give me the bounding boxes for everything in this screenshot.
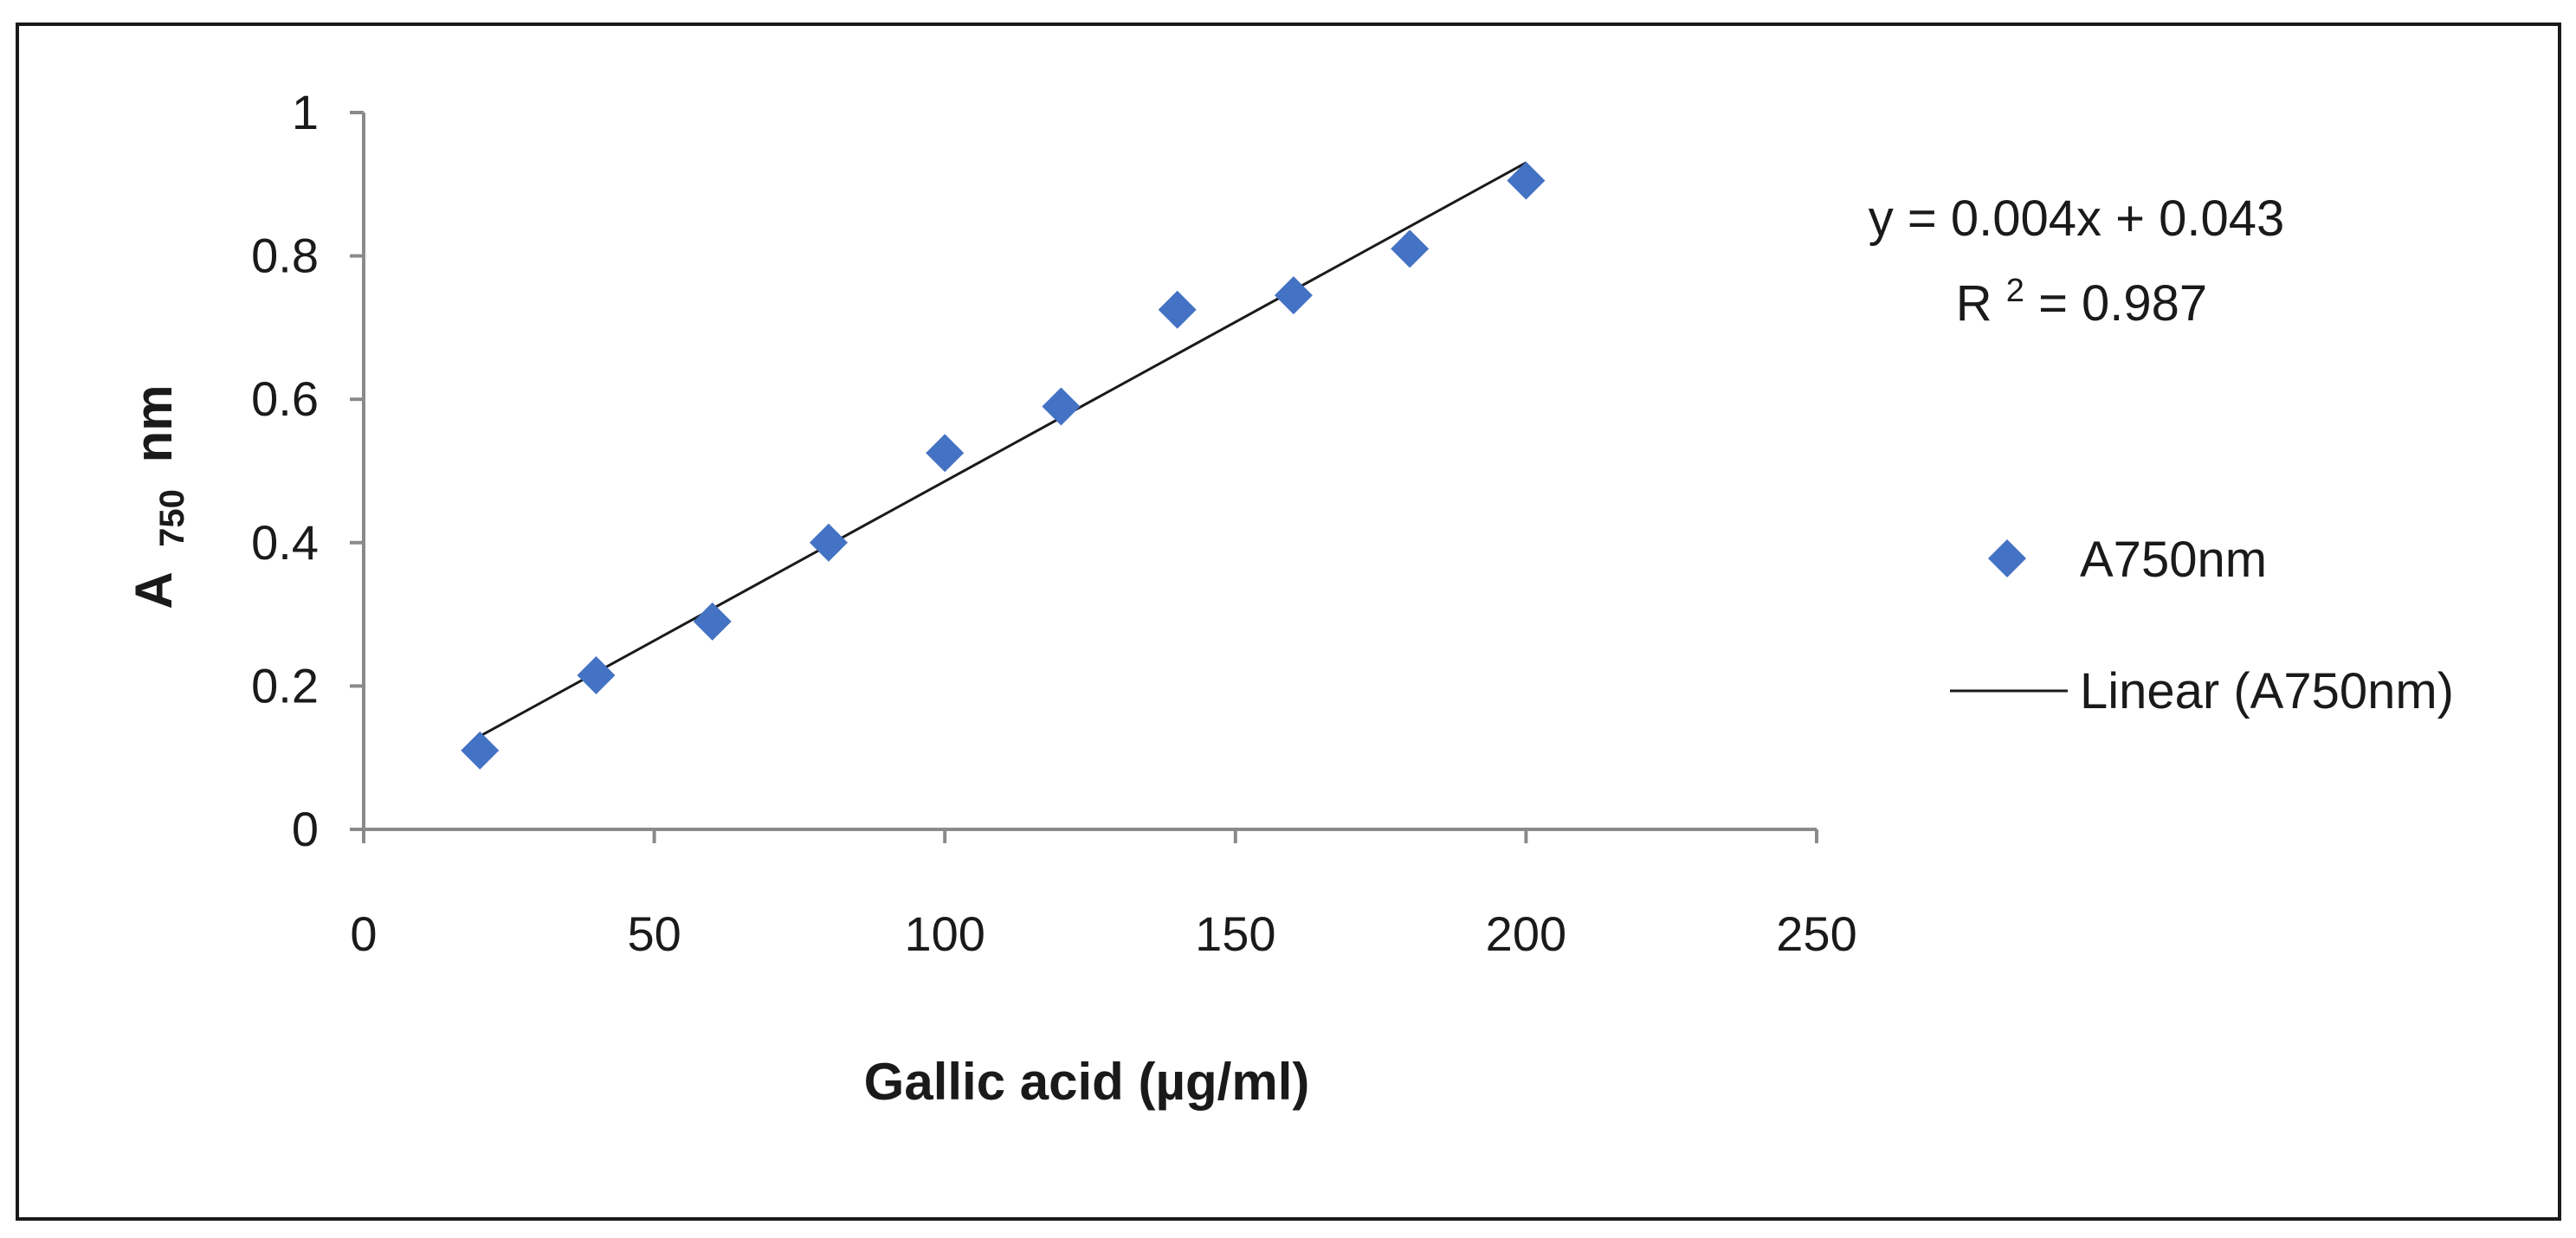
data-point-diamond <box>461 731 500 770</box>
data-point-diamond <box>1391 229 1430 268</box>
y-tick-label: 0.2 <box>251 658 319 712</box>
legend-trendline-label: Linear (A750nm) <box>2080 663 2454 719</box>
x-tick-label: 50 <box>627 906 681 961</box>
data-points-layer <box>461 161 1546 770</box>
y-tick-label: 0.4 <box>251 515 319 570</box>
x-tick-label: 0 <box>350 906 377 961</box>
data-point-diamond <box>1158 290 1197 329</box>
r-squared-label: R 2 = 0.987 <box>1956 256 2207 332</box>
data-point-diamond <box>809 523 848 562</box>
x-tick-label: 150 <box>1195 906 1275 961</box>
legend: A750nm Linear (A750nm) <box>1950 532 2454 719</box>
r-squared-sup: 2 <box>2006 273 2024 309</box>
data-point-diamond <box>577 655 616 694</box>
x-axis-title: Gallic acid (µg/ml) <box>864 1053 1310 1111</box>
x-tick-label: 100 <box>904 906 985 961</box>
data-point-diamond <box>926 434 965 473</box>
legend-series-label: A750nm <box>2080 532 2267 588</box>
x-tick-label: 200 <box>1486 906 1566 961</box>
x-tick-label: 250 <box>1776 906 1856 961</box>
legend-diamond-shape <box>1988 539 2026 577</box>
r-squared-suffix: = 0.987 <box>2038 275 2207 332</box>
x-ticks: 0 50 100 150 200 250 <box>350 829 1857 961</box>
y-tick-label: 1 <box>292 85 319 139</box>
axes: 0 0.2 0.4 0.6 0.8 1 0 50 100 150 200 250 <box>251 85 1857 961</box>
legend-marker-diamond-icon <box>1988 539 2026 577</box>
y-axis-title-sub: 750 <box>153 489 191 547</box>
y-tick-label: 0.6 <box>251 371 319 426</box>
r-squared-prefix: R <box>1956 275 1992 332</box>
y-axis-title-main: A <box>125 573 183 609</box>
y-ticks: 0 0.2 0.4 0.6 0.8 1 <box>251 85 364 856</box>
trendline-layer <box>479 161 1527 738</box>
trendline <box>479 161 1527 738</box>
y-axis-title-unit: nm <box>125 384 183 462</box>
data-point-diamond <box>1042 387 1081 426</box>
data-point-diamond <box>1274 276 1313 315</box>
data-point-diamond <box>693 602 732 641</box>
data-point-diamond <box>1507 161 1546 200</box>
trendline-equation: y = 0.004x + 0.043 <box>1869 190 2284 247</box>
chart-frame <box>16 23 2561 1221</box>
y-tick-label: 0 <box>292 802 319 856</box>
y-axis-title: A 750 nm <box>125 384 195 609</box>
y-tick-label: 0.8 <box>251 229 319 283</box>
